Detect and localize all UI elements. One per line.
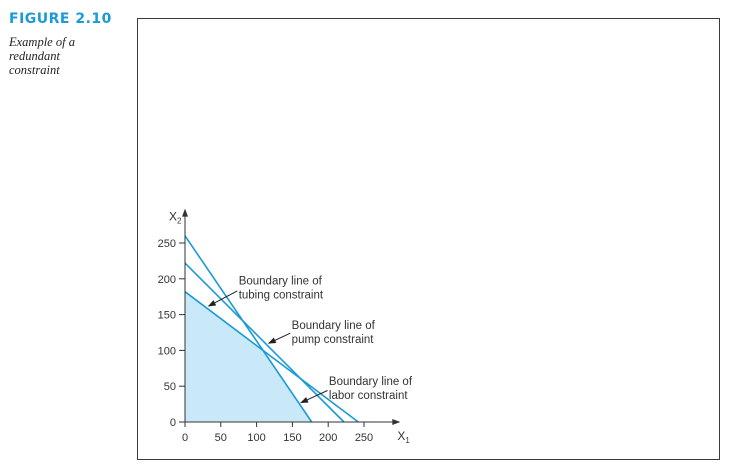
y-tick-label: 100 [158, 345, 176, 357]
y-tick-label: 0 [170, 417, 176, 429]
x-tick-label: 0 [182, 432, 188, 444]
chart-frame [137, 18, 720, 460]
x-tick-label: 150 [283, 432, 301, 444]
x-tick-label: 100 [247, 432, 265, 444]
x-axis-arrow [392, 419, 401, 425]
caption-line: Example of a [9, 35, 75, 49]
x-axis-label: X1 [397, 429, 410, 445]
x-tick-label: 250 [355, 432, 373, 444]
annotation-1-arrow [207, 290, 238, 307]
annotation-2-arrow [267, 332, 291, 344]
annotation-2-text: pump constraint [292, 334, 375, 346]
figure-label: FIGURE 2.10 [9, 11, 112, 27]
feasible-region [185, 291, 312, 422]
y-tick-label: 50 [164, 381, 176, 393]
annotation-2-text: Boundary line of [292, 320, 376, 332]
y-axis-arrow [182, 208, 188, 217]
y-tick-label: 200 [158, 274, 176, 286]
x-tick-label: 50 [215, 432, 227, 444]
x-axis-label-subscript: 1 [405, 436, 410, 445]
caption-line: redundant [9, 49, 60, 63]
y-axis-label: X2 [169, 210, 182, 226]
y-tick-label: 150 [158, 310, 176, 322]
annotation-3-text: labor constraint [329, 390, 408, 402]
y-axis-label-subscript: 2 [177, 217, 182, 226]
constraint-line-1 [184, 235, 313, 423]
x-tick-label: 200 [319, 432, 337, 444]
annotation-3-arrow [300, 390, 328, 404]
annotation-1-text: tubing constraint [239, 290, 324, 302]
y-tick-label: 250 [158, 238, 176, 250]
annotation-1-text: Boundary line of [239, 276, 323, 288]
figure-caption: Example of a redundant constraint [9, 35, 119, 77]
annotation-3-text: Boundary line of [329, 376, 413, 388]
caption-line: constraint [9, 63, 60, 77]
constraint-line-3 [184, 291, 359, 423]
